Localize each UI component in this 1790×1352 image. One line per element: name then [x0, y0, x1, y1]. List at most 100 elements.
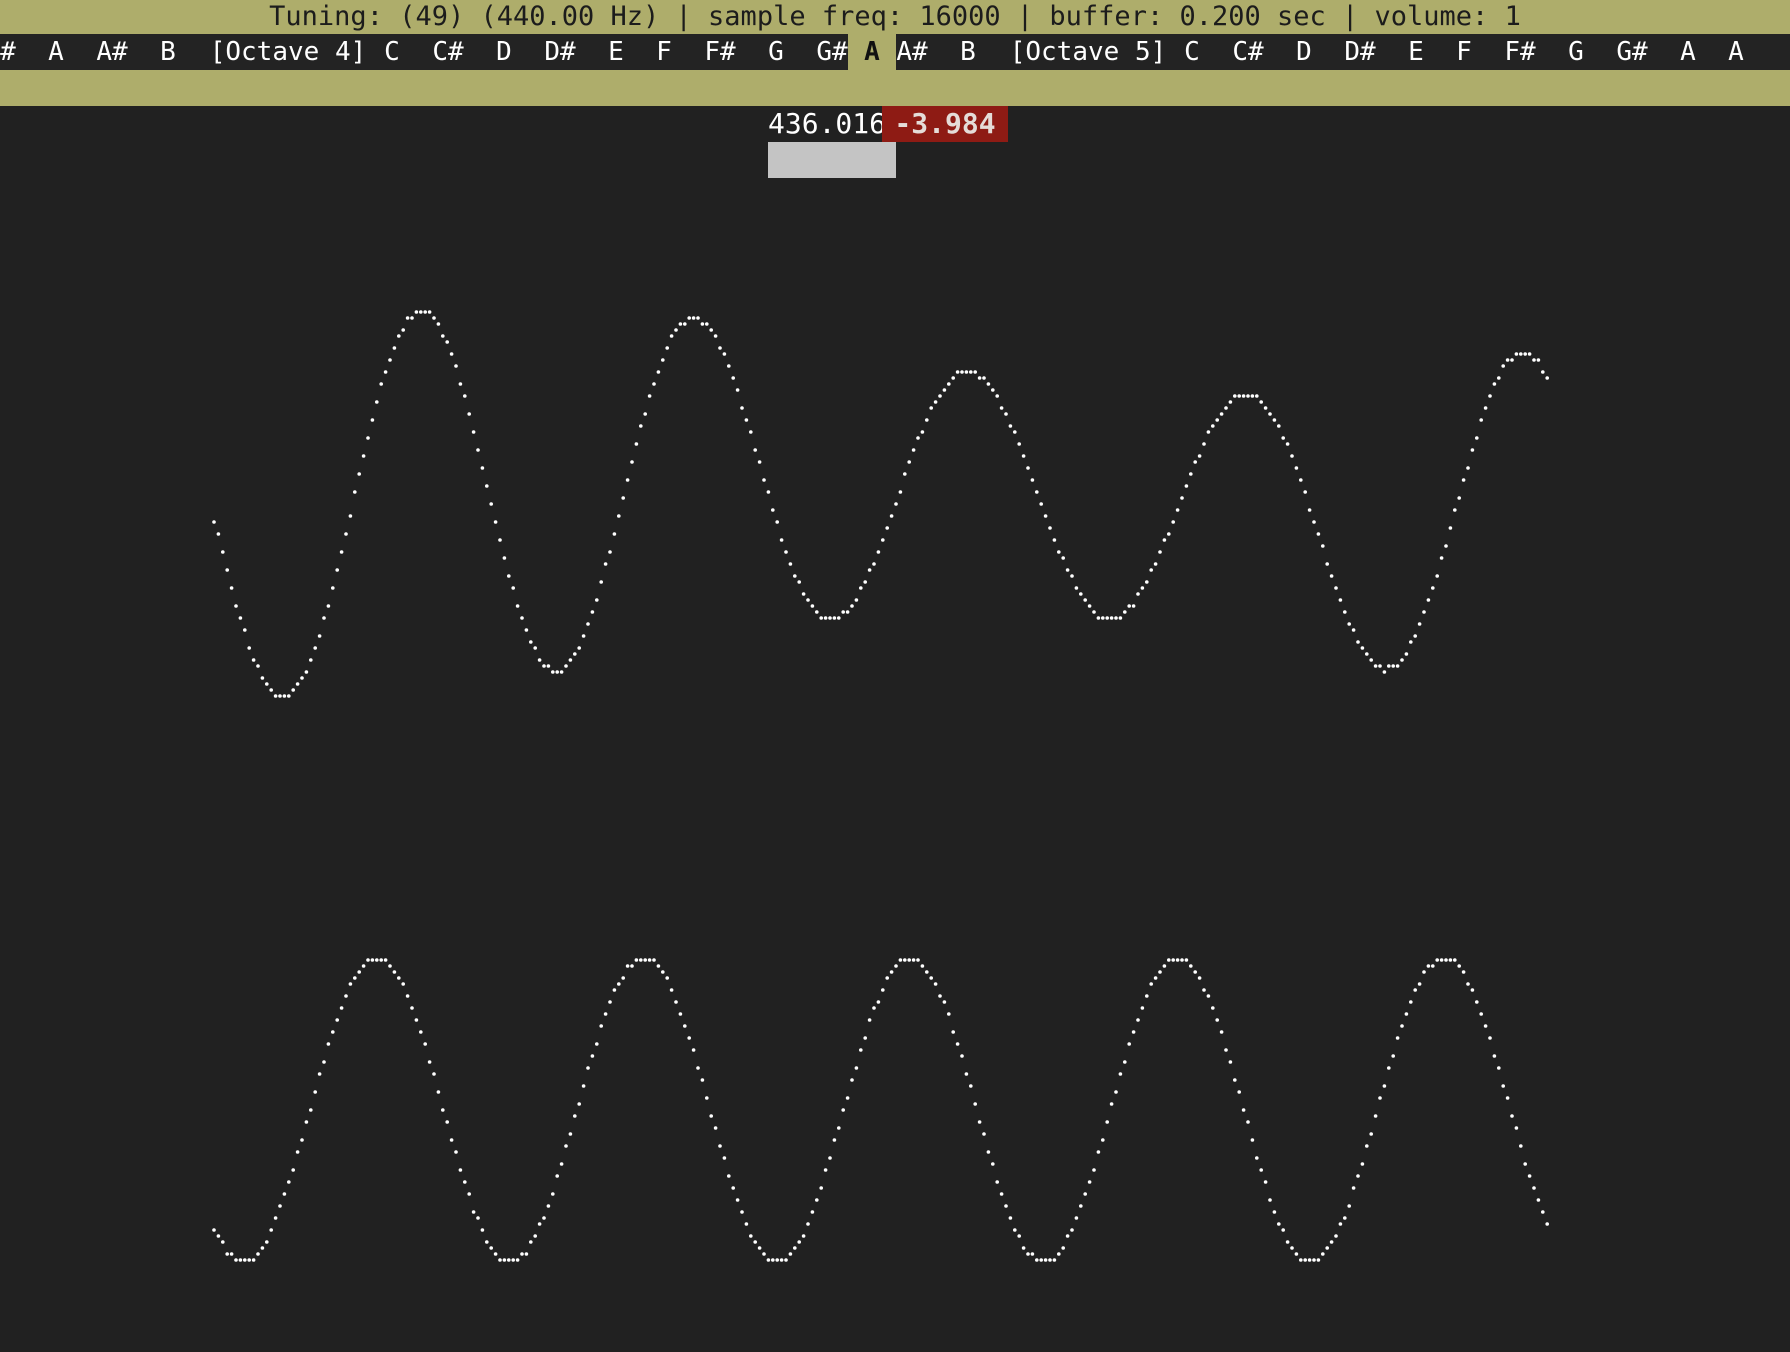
waveform-reference-sample [335, 1018, 340, 1022]
waveform-reference-sample [894, 964, 898, 968]
waveform-reference-sample [410, 1006, 414, 1010]
waveform-reference-sample [1470, 988, 1475, 992]
waveform-raw-sample [1510, 358, 1514, 362]
waveform-raw-sample [322, 616, 326, 620]
waveform-reference-sample [1263, 1180, 1268, 1184]
waveform-reference-sample [850, 1078, 854, 1082]
waveform-reference-sample [1514, 1126, 1519, 1130]
waveform-raw-sample [533, 646, 537, 650]
waveform-raw-sample [630, 460, 634, 464]
waveform-raw-sample [1488, 394, 1492, 398]
waveform-reference-sample [1448, 958, 1453, 962]
waveform-raw-sample [1070, 574, 1074, 578]
waveform-reference-sample [568, 1132, 573, 1136]
waveform-raw-sample [414, 310, 419, 314]
waveform-reference-sample [238, 1258, 243, 1262]
waveform-reference-sample [1096, 1150, 1101, 1154]
waveform-raw-sample [718, 346, 722, 350]
waveform-raw-sample [225, 568, 229, 572]
waveform-raw-sample [1219, 412, 1224, 416]
waveform-raw-sample [397, 334, 401, 338]
waveform-reference-sample [1404, 1012, 1409, 1016]
waveform-raw-sample [859, 586, 863, 590]
waveform-raw-sample [287, 694, 291, 698]
waveform-raw-sample [841, 610, 845, 614]
waveform-reference-sample [727, 1174, 731, 1178]
waveform-reference-sample [256, 1252, 260, 1256]
waveform-reference-sample [375, 958, 379, 962]
waveform-reference-sample [749, 1234, 753, 1238]
waveform-reference-sample [1488, 1036, 1492, 1040]
waveform-raw-sample [889, 514, 894, 518]
waveform-reference-sample [309, 1108, 313, 1112]
waveform-raw-sample [498, 538, 502, 542]
waveform-raw-sample [1325, 562, 1329, 566]
waveform-raw-sample [471, 430, 476, 434]
waveform-reference-sample [1316, 1258, 1321, 1262]
tuning-offset-bar [768, 142, 896, 178]
waveform-reference-sample [1228, 1060, 1233, 1064]
waveform-raw-sample [1105, 616, 1109, 620]
waveform-reference-sample [1347, 1204, 1351, 1208]
waveform-reference-sample [1237, 1090, 1241, 1094]
waveform-reference-sample [1466, 982, 1470, 986]
waveform-raw-sample [964, 370, 969, 374]
waveform-raw-sample [1395, 664, 1400, 668]
waveform-reference-sample [1343, 1216, 1347, 1220]
waveform-reference-sample [454, 1150, 458, 1154]
waveform-reference-sample [1536, 1198, 1541, 1202]
waveform-reference-sample [463, 1180, 467, 1184]
waveform-reference-sample [1519, 1144, 1523, 1148]
note-label: B [960, 37, 976, 67]
waveform-reference-sample [1272, 1210, 1277, 1214]
waveform-reference-sample [1197, 976, 1202, 980]
waveform-reference-sample [1475, 1000, 1479, 1004]
waveform-reference-sample [621, 976, 625, 980]
waveform-raw-sample [885, 526, 889, 530]
waveform-raw-sample [942, 388, 947, 392]
waveform-raw-sample [313, 646, 318, 650]
waveform-raw-sample [515, 604, 520, 608]
waveform-reference-sample [810, 1210, 815, 1214]
waveform-raw-sample [599, 580, 603, 584]
waveform-reference-sample [969, 1084, 973, 1088]
waveform-reference-sample [1356, 1174, 1360, 1178]
waveform-raw-sample [401, 328, 406, 332]
waveform-reference-sample [370, 958, 375, 962]
waveform-reference-sample [779, 1258, 784, 1262]
waveform-raw-sample [1461, 478, 1466, 482]
waveform-reference-sample [1413, 988, 1417, 992]
waveform-reference-sample [722, 1156, 727, 1160]
waveform-reference-sample [586, 1066, 590, 1070]
waveform-reference-sample [1492, 1054, 1497, 1058]
waveform-raw-sample [1153, 562, 1158, 566]
waveform-reference-sample [885, 976, 889, 980]
waveform-raw-sample [1250, 394, 1255, 398]
waveform-raw-sample [876, 550, 881, 554]
waveform-reference-sample [1360, 1162, 1365, 1166]
waveform-raw-sample [713, 334, 718, 338]
waveform-reference-sample [489, 1246, 494, 1250]
waveform-reference-sample [889, 970, 894, 974]
waveform-reference-sample [916, 958, 920, 962]
waveform-reference-sample [1123, 1060, 1127, 1064]
waveform-reference-sample [1545, 1222, 1549, 1226]
waveform-reference-sample [480, 1228, 485, 1232]
waveform-raw-sample [894, 502, 898, 506]
waveform-reference-sample [617, 982, 621, 986]
waveform-reference-sample [1321, 1252, 1325, 1256]
waveform-raw-sample [1285, 442, 1290, 446]
note-label: G [768, 37, 784, 67]
waveform-raw-sample [1114, 616, 1118, 620]
waveform-reference-sample [1351, 1186, 1356, 1190]
waveform-raw-sample [1391, 664, 1395, 668]
waveform-raw-sample [309, 658, 313, 662]
waveform-reference-sample [339, 1006, 344, 1010]
waveform-raw-sample [238, 616, 243, 620]
waveform-raw-sample [1409, 640, 1413, 644]
waveform-raw-sample [216, 532, 221, 536]
waveform-reference-sample [291, 1168, 296, 1172]
waveform-reference-sample [1219, 1030, 1224, 1034]
waveform-raw-sample [947, 382, 951, 386]
waveform-raw-sample [542, 664, 546, 668]
